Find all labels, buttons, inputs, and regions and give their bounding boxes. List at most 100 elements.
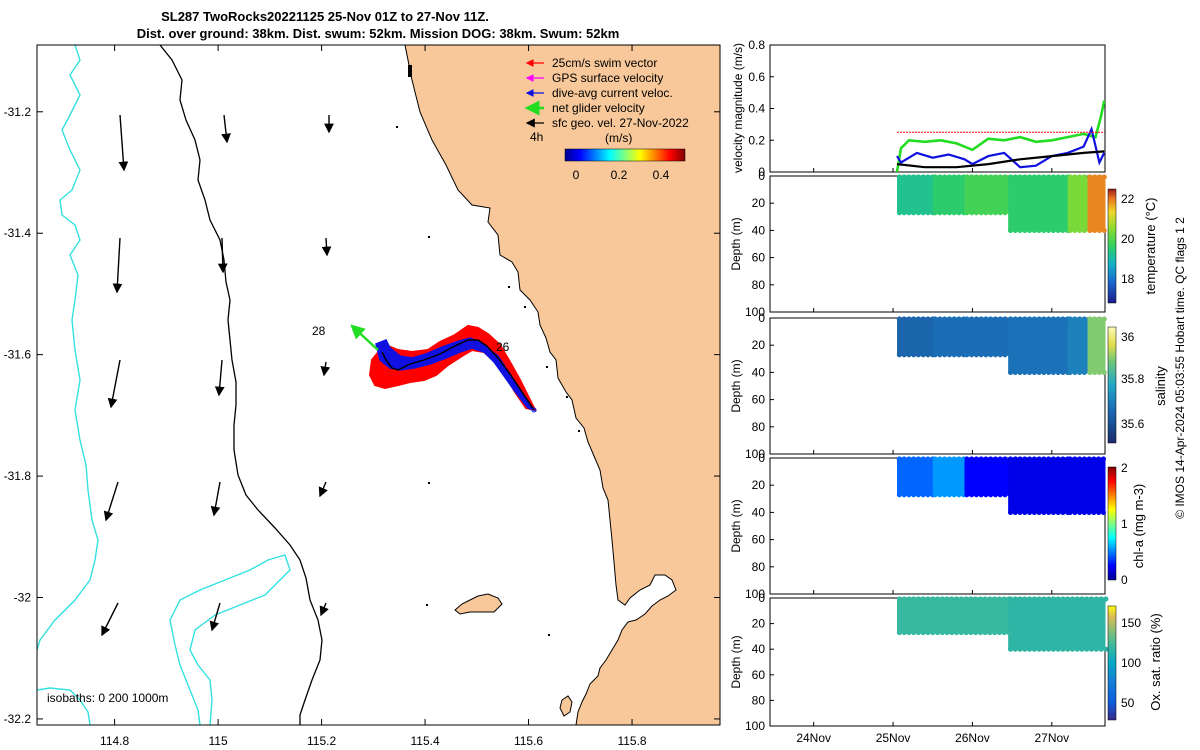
profile-top-dot — [932, 174, 938, 180]
section-cell — [932, 177, 965, 214]
profile-bottom-dot — [915, 352, 922, 358]
profile-top-dot — [956, 316, 962, 322]
profile-top-dot — [1026, 456, 1033, 462]
map-x-tick-label: 115.4 — [410, 734, 439, 748]
map-y-tick-label: -31.4 — [4, 226, 32, 240]
time-series-panels: 0 0.2 0.4 0.6 0.8 velocity magnitude (m/s) 0… — [729, 38, 1168, 745]
temperature-y-ticks: 0 20 40 60 80 100 — [745, 169, 774, 319]
profile-top-dot — [1103, 596, 1109, 602]
profile-top-dot — [1055, 174, 1061, 180]
profile-bottom-dot — [973, 492, 979, 498]
footer-credit: © IMOS 14-Apr-2024 05:03:55 Hobart time.… — [1173, 217, 1187, 519]
profile-top-dot — [1050, 174, 1057, 180]
glider-track — [350, 324, 537, 413]
profile-top-dot — [1041, 174, 1047, 180]
profile-top-dot — [1060, 316, 1066, 322]
geostrophic-arrow — [214, 359, 225, 397]
depth-tick-label: 100 — [745, 305, 765, 319]
profile-top-dot — [956, 456, 962, 462]
profile-top-dot — [983, 174, 989, 180]
profile-top-dot — [944, 596, 950, 602]
profile-bottom-dot — [1067, 509, 1073, 515]
profile-bottom-dot — [1007, 227, 1014, 233]
profile-bottom-dot — [901, 492, 907, 498]
profile-top-dot — [896, 456, 902, 462]
profile-bottom-dot — [920, 629, 926, 636]
depth-tick-label: 20 — [752, 617, 766, 631]
profile-bottom-dot — [1002, 352, 1008, 358]
profile-bottom-dot — [968, 629, 974, 636]
temperature-cbar-tick-2: 18 — [1121, 272, 1135, 286]
profile-top-dot — [1067, 456, 1073, 462]
depth-tick-label: 40 — [752, 223, 766, 237]
depth-tick-label: 0 — [758, 451, 765, 465]
section-cell — [1008, 319, 1069, 374]
profile-top-dot — [1017, 174, 1023, 180]
profile-bottom-dot — [906, 629, 912, 636]
profile-top-dot — [958, 596, 964, 602]
profile-bottom-dot — [951, 492, 957, 498]
profile-bottom-dot — [1092, 369, 1098, 375]
profile-bottom-dot — [978, 492, 984, 498]
salinity-section — [896, 316, 1107, 375]
profile-top-dot — [1046, 174, 1052, 180]
isobaths-label: isobaths: 0 200 1000m — [47, 691, 168, 705]
depth-tick-label: 20 — [752, 478, 766, 492]
depth-tick-label: 100 — [745, 719, 765, 733]
profile-top-dot — [1007, 456, 1014, 462]
chla-cbar-tick-1: 1 — [1121, 517, 1128, 531]
map-legend: 25cm/s swim vector GPS surface velocity … — [524, 56, 689, 182]
profile-bottom-dot — [996, 629, 1003, 636]
profile-top-dot — [925, 596, 931, 602]
oxygen-cbar-tick-2: 50 — [1121, 696, 1135, 710]
profile-top-dot — [920, 174, 926, 180]
profile-bottom-dot — [1086, 509, 1092, 515]
salinity-cbar-label: salinity — [1153, 366, 1168, 406]
profile-bottom-dot — [1031, 509, 1037, 515]
profile-bottom-dot — [1022, 509, 1028, 515]
profile-bottom-dot — [973, 352, 979, 358]
velocity-series — [895, 100, 1105, 172]
section-cell — [964, 319, 1009, 356]
profile-top-dot — [983, 316, 989, 322]
profile-top-dot — [1065, 596, 1071, 602]
profile-top-dot — [946, 316, 953, 322]
profile-top-dot — [1022, 316, 1028, 322]
profile-bottom-dot — [1065, 646, 1071, 652]
profile-top-dot — [937, 456, 943, 462]
land-area — [404, 45, 720, 725]
map-x-tick-label: 115.8 — [617, 734, 646, 748]
geostrophic-arrow — [112, 237, 123, 294]
chla-cbar-tick-2: 0 — [1121, 573, 1128, 587]
profile-top-dot — [1012, 456, 1018, 462]
profile-top-dot — [1076, 174, 1083, 180]
profile-bottom-dot — [977, 629, 983, 636]
profile-top-dot — [911, 456, 917, 462]
profile-bottom-dot — [1007, 646, 1014, 652]
profile-top-dot — [997, 456, 1003, 462]
geostrophic-arrow — [103, 481, 119, 522]
isobath-1000m — [37, 45, 99, 651]
profile-bottom-dot — [925, 492, 931, 498]
profile-bottom-dot — [1060, 646, 1066, 652]
profile-top-dot — [988, 174, 994, 180]
profile-top-dot — [1026, 174, 1033, 180]
profile-bottom-dot — [944, 629, 950, 636]
profile-top-dot — [1017, 316, 1023, 322]
profile-bottom-dot — [988, 352, 994, 358]
profile-top-dot — [1055, 596, 1061, 602]
profile-top-dot — [1041, 316, 1047, 322]
profile-top-dot — [1055, 316, 1061, 322]
map-y-ticks: -31.2 -31.4 -31.6 -31.8 -32 -32.2 — [4, 105, 720, 726]
salinity-ylabel: Depth (m) — [729, 359, 743, 412]
chla-cbar-label: chl-a (mg m-3) — [1131, 484, 1146, 569]
profile-bottom-dot — [953, 629, 960, 636]
profile-top-dot — [968, 596, 974, 602]
oxygen-panel: 0 20 40 60 80 100 Depth (m) 150 100 50 Ox. sa… — [729, 591, 1163, 733]
profile-top-dot — [1022, 596, 1028, 602]
map-y-tick-label: -32.2 — [4, 712, 32, 726]
profile-top-dot — [932, 316, 938, 322]
profile-top-dot — [1017, 456, 1023, 462]
profile-bottom-dot — [942, 352, 948, 358]
profile-top-dot — [942, 174, 948, 180]
